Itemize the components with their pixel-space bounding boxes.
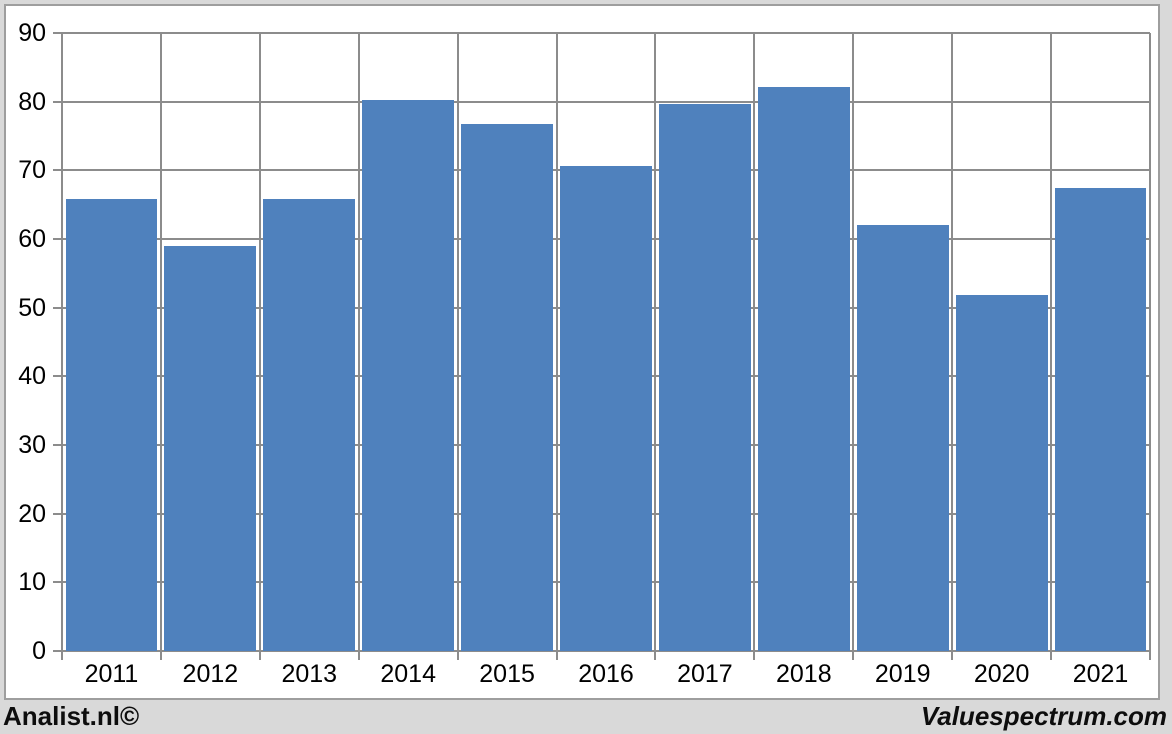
x-axis-tick [951,651,954,660]
y-axis-tick [53,306,62,309]
h-gridline [62,650,1150,652]
bar-2011 [65,199,158,651]
bar-2019 [856,225,949,651]
y-axis-label: 90 [18,19,46,47]
footer-brand-analist: Analist.nl© [3,701,140,731]
x-axis-tick [852,651,855,660]
bar-2021 [1054,188,1147,651]
y-axis-tick [53,444,62,446]
y-axis-label: 60 [18,225,46,253]
x-axis-label: 2011 [84,660,139,688]
y-axis-label: 20 [18,499,46,528]
x-axis-label: 2013 [281,660,338,688]
v-gridline [456,33,459,651]
h-gridline [62,100,1150,103]
y-axis-tick [53,650,62,652]
bar-2016 [560,166,652,651]
x-axis-tick [159,651,162,660]
bar-2018 [757,86,850,651]
y-axis-label: 70 [18,156,46,185]
v-gridline [1050,33,1053,651]
v-gridline [357,33,360,651]
y-axis-label: 30 [18,431,46,459]
x-axis-label: 2020 [973,660,1030,688]
v-gridline [555,33,558,651]
x-axis-tick [456,651,459,660]
footer-brand-valuespectrum: Valuespectrum.com [920,701,1167,731]
x-axis-tick [258,651,261,660]
bar-2013 [263,199,356,651]
v-gridline [1149,33,1151,651]
v-gridline [852,33,855,651]
y-axis-label: 10 [18,568,46,597]
x-axis-tick [1149,651,1151,660]
h-gridline [62,32,1150,34]
x-axis-label: 2021 [1072,660,1129,688]
bar-2020 [955,294,1048,651]
bar-2015 [461,123,554,651]
v-gridline [61,33,63,651]
x-axis-label: 2018 [776,660,832,688]
x-axis-label: 2017 [677,660,733,688]
y-axis-label: 80 [18,87,46,116]
y-axis-tick [53,375,62,378]
v-gridline [654,33,657,651]
y-axis-tick [53,238,62,240]
x-axis-tick [61,651,63,660]
plot-area: 0 10 20 30 40 50 60 70 80 90 2011 2012 2013 2014 2015 2… [18,19,1151,688]
x-axis-label: 2015 [479,660,535,688]
v-gridline [258,33,261,651]
x-axis-tick [753,651,756,660]
v-gridline [951,33,954,651]
bar-2014 [362,99,455,651]
y-axis-tick [53,169,62,172]
bar-2017 [658,104,751,651]
x-axis-label: 2014 [380,660,436,688]
x-axis-label: 2019 [874,660,931,688]
y-axis-tick [53,100,62,103]
chart-panel: 0 10 20 30 40 50 60 70 80 90 2011 2012 2013 2014 2015 2… [4,4,1160,700]
y-axis-label: 50 [18,293,46,322]
x-axis-label: 2012 [182,660,239,688]
x-axis-tick [555,651,558,660]
v-gridline [159,33,162,651]
v-gridline [753,33,756,651]
x-axis-tick [654,651,657,660]
x-axis-tick [1050,651,1053,660]
y-axis-label: 40 [18,362,46,391]
bar-2012 [164,245,257,651]
y-axis-tick [53,512,62,515]
footer: Analist.nl© Valuespectrum.com [0,700,1172,734]
y-axis-tick [53,32,62,34]
x-axis-label: 2016 [578,660,634,688]
x-axis-tick [357,651,360,660]
y-axis-tick [53,581,62,584]
y-axis-label: 0 [32,637,46,665]
